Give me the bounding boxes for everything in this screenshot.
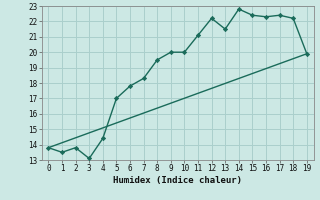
X-axis label: Humidex (Indice chaleur): Humidex (Indice chaleur) [113, 176, 242, 185]
